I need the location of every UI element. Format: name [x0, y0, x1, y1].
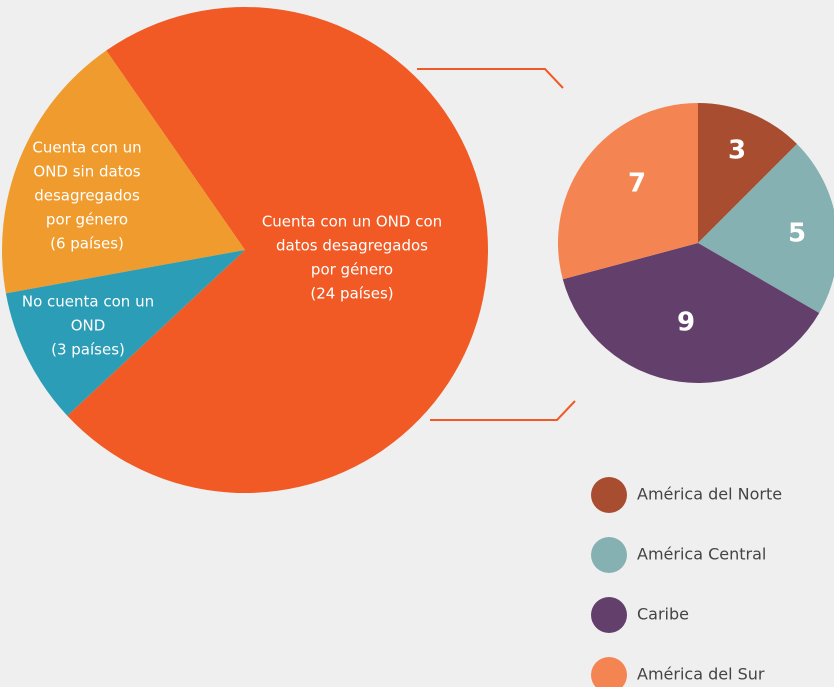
pie-slice	[2, 50, 245, 294]
slice-label: datos desagregados	[276, 237, 428, 255]
connector-bottom	[430, 400, 576, 421]
slice-label: No cuenta con un	[22, 293, 154, 311]
pie-slice	[562, 243, 820, 383]
value-label: (24 países)	[310, 285, 393, 303]
value-label: 9	[677, 308, 695, 338]
slice-label: OND	[71, 317, 106, 335]
legend-label: Caribe	[637, 605, 689, 624]
legend-swatch	[591, 657, 627, 687]
slice-label: Cuenta con un	[32, 139, 141, 157]
connector-top	[417, 68, 564, 89]
value-label: 7	[628, 169, 646, 199]
legend-label: América del Norte	[637, 485, 782, 504]
value-label: 5	[788, 219, 806, 249]
legend-swatch	[591, 597, 627, 633]
value-label: (3 países)	[51, 341, 125, 359]
slice-label: por género	[311, 261, 393, 279]
slice-label: Cuenta con un OND con	[262, 213, 442, 231]
legend-swatch	[591, 477, 627, 513]
slice-label: por género	[46, 211, 128, 229]
pie-slice	[5, 250, 246, 416]
legend-label: América del Sur	[637, 665, 765, 684]
slice-label: desagregados	[34, 187, 140, 205]
pie-slice	[698, 144, 834, 313]
pie-slice	[558, 103, 698, 280]
pie-slice	[67, 6, 488, 493]
value-label: (6 países)	[50, 235, 124, 253]
slice-label: OND sin datos	[33, 163, 140, 181]
legend-swatch	[591, 537, 627, 573]
pie-slice	[698, 103, 797, 243]
legend-label: América Central	[637, 545, 766, 564]
value-label: 3	[728, 136, 746, 166]
